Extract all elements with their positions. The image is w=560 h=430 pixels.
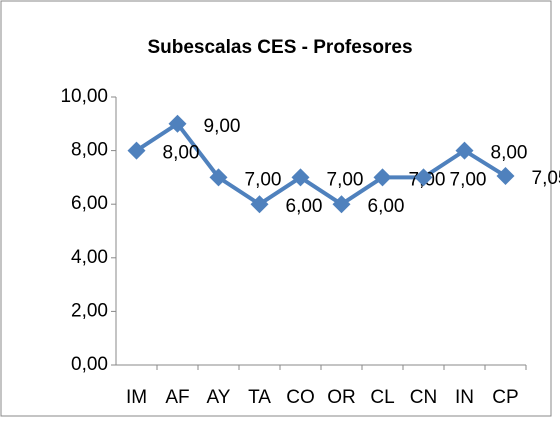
- y-tick-label: 10,00: [60, 86, 108, 107]
- chart-title: Subescalas CES - Profesores: [147, 37, 412, 58]
- y-tick-label: 6,00: [71, 193, 108, 214]
- data-label: 6,00: [286, 196, 323, 217]
- data-label: 7,00: [245, 169, 282, 190]
- x-tick-label: AF: [165, 387, 189, 408]
- y-tick-label: 2,00: [71, 300, 108, 321]
- x-tick-label: IN: [455, 387, 474, 408]
- data-label: 9,00: [204, 116, 241, 137]
- y-tick-label: 8,00: [71, 140, 108, 161]
- data-label: 7,00: [327, 169, 364, 190]
- y-tick-label: 0,00: [71, 354, 108, 375]
- data-label: 8,00: [163, 143, 200, 164]
- x-tick-label: CN: [410, 387, 437, 408]
- data-label: 7,05: [532, 168, 560, 189]
- data-label: 6,00: [368, 196, 405, 217]
- x-tick-label: IM: [126, 387, 147, 408]
- y-tick-label: 4,00: [71, 247, 108, 268]
- data-label: 7,00: [450, 169, 487, 190]
- x-tick-label: TA: [248, 387, 271, 408]
- x-tick-label: CO: [286, 387, 315, 408]
- data-label: 8,00: [491, 143, 528, 164]
- x-tick-label: AY: [207, 387, 231, 408]
- x-tick-label: CL: [370, 387, 394, 408]
- x-tick-label: CP: [492, 387, 518, 408]
- x-tick-label: OR: [327, 387, 356, 408]
